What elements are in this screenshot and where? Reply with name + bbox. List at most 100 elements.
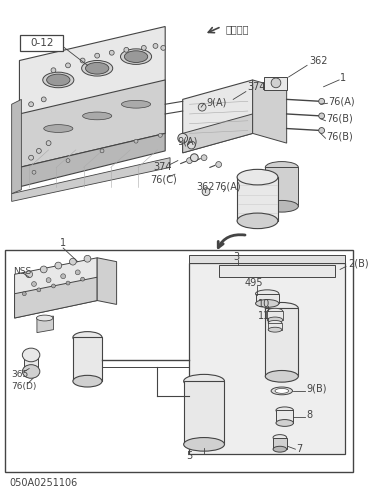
Polygon shape — [12, 158, 170, 202]
Circle shape — [66, 158, 70, 162]
Ellipse shape — [265, 302, 298, 314]
Text: 374: 374 — [154, 162, 172, 172]
Text: 76(C): 76(C) — [151, 174, 177, 184]
Circle shape — [188, 141, 195, 149]
Ellipse shape — [44, 124, 73, 132]
Text: 365: 365 — [12, 370, 29, 379]
Circle shape — [81, 277, 84, 281]
Circle shape — [51, 68, 56, 72]
Circle shape — [22, 292, 26, 296]
Circle shape — [31, 282, 36, 286]
Text: 9(B): 9(B) — [306, 384, 327, 394]
Text: 3: 3 — [233, 252, 239, 262]
Ellipse shape — [22, 364, 40, 378]
Ellipse shape — [265, 370, 298, 382]
Circle shape — [40, 266, 47, 273]
Circle shape — [46, 278, 51, 282]
Polygon shape — [183, 80, 253, 153]
Text: NSS: NSS — [13, 267, 31, 276]
Polygon shape — [237, 177, 278, 221]
Ellipse shape — [22, 348, 40, 362]
Text: 76(A): 76(A) — [214, 182, 240, 192]
Polygon shape — [14, 277, 97, 318]
Ellipse shape — [268, 320, 282, 326]
Polygon shape — [273, 438, 287, 449]
Circle shape — [95, 53, 100, 58]
Polygon shape — [12, 100, 21, 194]
Ellipse shape — [273, 446, 287, 452]
Circle shape — [51, 284, 56, 288]
Polygon shape — [189, 255, 345, 262]
Text: 8: 8 — [306, 410, 312, 420]
Ellipse shape — [256, 300, 279, 308]
Polygon shape — [189, 262, 345, 454]
Ellipse shape — [124, 51, 148, 62]
Ellipse shape — [267, 317, 283, 323]
Circle shape — [61, 274, 65, 278]
Circle shape — [84, 256, 91, 262]
Circle shape — [37, 288, 41, 292]
Ellipse shape — [73, 376, 102, 387]
Ellipse shape — [82, 60, 113, 76]
Bar — [5, 250, 353, 472]
Ellipse shape — [43, 72, 74, 88]
Polygon shape — [24, 352, 38, 372]
Polygon shape — [20, 134, 165, 187]
Text: 0-12: 0-12 — [30, 38, 54, 48]
Text: 10: 10 — [258, 300, 270, 310]
Text: 050A0251106: 050A0251106 — [10, 478, 78, 488]
Circle shape — [134, 139, 138, 143]
Ellipse shape — [276, 420, 293, 426]
Text: 76(A): 76(A) — [329, 96, 355, 106]
Circle shape — [75, 270, 80, 275]
Ellipse shape — [237, 170, 278, 185]
Ellipse shape — [83, 112, 112, 120]
Circle shape — [80, 58, 85, 63]
Circle shape — [202, 188, 210, 196]
Circle shape — [55, 262, 62, 269]
Polygon shape — [183, 114, 253, 153]
Circle shape — [124, 48, 129, 52]
Circle shape — [109, 50, 114, 55]
Circle shape — [161, 46, 166, 51]
Text: 1: 1 — [60, 238, 66, 248]
Circle shape — [271, 78, 281, 88]
Text: 11: 11 — [258, 311, 270, 321]
Polygon shape — [253, 80, 287, 143]
Circle shape — [41, 97, 46, 102]
Text: 76(B): 76(B) — [326, 132, 353, 141]
Polygon shape — [267, 311, 283, 320]
Polygon shape — [20, 26, 165, 168]
Circle shape — [66, 281, 70, 285]
Ellipse shape — [275, 388, 289, 394]
Text: 495: 495 — [245, 278, 263, 288]
Text: 1: 1 — [340, 73, 346, 83]
Circle shape — [100, 149, 104, 153]
Text: 374: 374 — [248, 82, 266, 92]
Ellipse shape — [265, 162, 298, 173]
Circle shape — [70, 258, 76, 265]
Text: フロント: フロント — [225, 24, 249, 34]
Ellipse shape — [85, 62, 109, 74]
Ellipse shape — [184, 438, 225, 451]
Circle shape — [201, 155, 207, 160]
Text: 5: 5 — [186, 451, 193, 461]
Polygon shape — [20, 80, 165, 168]
Text: 76(B): 76(B) — [326, 114, 353, 124]
Circle shape — [153, 44, 158, 49]
Circle shape — [28, 156, 34, 160]
Polygon shape — [276, 410, 293, 423]
Circle shape — [319, 128, 324, 134]
Circle shape — [36, 148, 41, 154]
Polygon shape — [73, 338, 102, 381]
FancyBboxPatch shape — [20, 35, 63, 51]
Ellipse shape — [36, 315, 53, 321]
Circle shape — [198, 104, 206, 111]
Polygon shape — [268, 323, 282, 330]
Text: 2(B): 2(B) — [348, 258, 369, 268]
Polygon shape — [97, 258, 117, 304]
Polygon shape — [256, 294, 279, 304]
Ellipse shape — [256, 290, 279, 298]
Circle shape — [216, 162, 222, 168]
Ellipse shape — [273, 434, 287, 440]
